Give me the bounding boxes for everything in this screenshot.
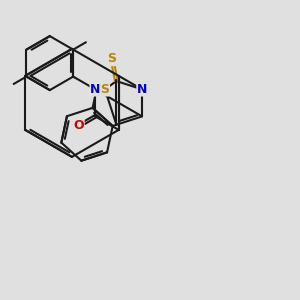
- Text: S: S: [107, 52, 116, 65]
- Text: O: O: [74, 119, 84, 133]
- Text: N: N: [90, 83, 101, 96]
- Text: S: S: [100, 83, 109, 96]
- Text: N: N: [137, 83, 147, 96]
